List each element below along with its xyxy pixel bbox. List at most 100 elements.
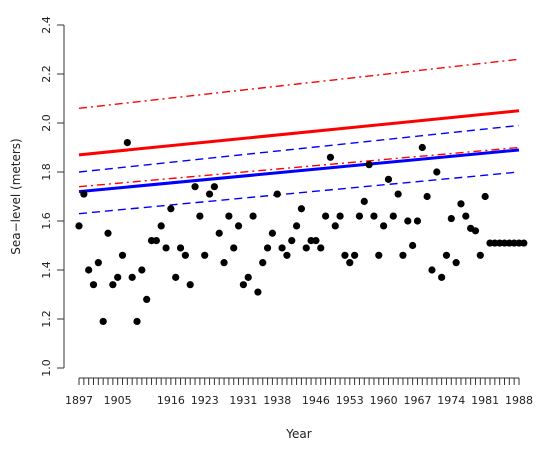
data-point <box>365 161 373 169</box>
fit-line-1 <box>78 58 520 109</box>
data-point <box>118 251 127 259</box>
data-point <box>152 237 160 245</box>
data-point <box>172 273 180 281</box>
data-point <box>210 183 218 191</box>
data-point <box>471 227 480 235</box>
fit-line-6 <box>78 171 520 215</box>
data-point <box>326 153 335 161</box>
data-point <box>138 266 146 274</box>
data-point <box>109 281 117 289</box>
data-point <box>292 222 301 230</box>
x-tick-label: 1953 <box>336 394 364 407</box>
data-point <box>462 212 470 220</box>
data-point <box>215 229 223 237</box>
fit-line-5 <box>78 148 520 194</box>
data-point <box>157 222 165 230</box>
data-point <box>176 244 185 252</box>
data-point <box>85 266 93 274</box>
data-point <box>123 139 131 147</box>
data-point <box>75 222 83 230</box>
data-point <box>205 190 214 198</box>
data-point <box>167 205 175 213</box>
x-tick-label: 1905 <box>104 394 132 407</box>
y-tick-label: 1.6 <box>40 212 53 230</box>
data-point <box>394 190 402 198</box>
data-point <box>375 251 383 259</box>
x-axis-title: Year <box>285 427 311 441</box>
data-point <box>423 192 431 201</box>
fit-line-4 <box>78 146 520 188</box>
y-tick-label: 2.4 <box>40 16 53 34</box>
data-point <box>312 237 320 245</box>
fit-lines <box>78 58 520 215</box>
data-point <box>128 273 136 281</box>
data-point <box>104 229 112 237</box>
data-point <box>355 212 364 220</box>
y-axis-title: Sea−level (meters) <box>9 138 23 254</box>
data-point <box>283 251 291 259</box>
data-point <box>288 237 296 245</box>
data-point <box>244 273 252 281</box>
data-point <box>94 259 102 267</box>
data-point <box>389 212 397 220</box>
fit-line-2 <box>78 109 520 157</box>
data-point <box>476 251 484 259</box>
data-point <box>254 288 262 296</box>
data-point <box>457 200 465 208</box>
data-point <box>133 317 141 326</box>
data-points <box>75 139 528 326</box>
data-point <box>351 251 359 259</box>
data-point <box>297 205 306 213</box>
axes <box>63 25 519 379</box>
x-tick-label: 1931 <box>229 394 257 407</box>
data-point <box>409 241 417 250</box>
data-point <box>428 266 436 274</box>
data-point <box>230 244 238 252</box>
y-tick-label: 1.2 <box>40 310 53 328</box>
y-tick-label: 2.2 <box>40 65 53 83</box>
x-tick-label: 1946 <box>302 394 330 407</box>
data-point <box>302 244 310 252</box>
x-tick-label: 1967 <box>403 394 431 407</box>
y-axis-ticks: 1.0 1.2 1.4 1.6 1.8 2.0 2.2 2.4 <box>40 16 64 377</box>
data-point <box>114 273 122 281</box>
data-point <box>225 212 233 220</box>
y-tick-label: 1.8 <box>40 163 53 181</box>
x-tick-label: 1923 <box>191 394 219 407</box>
data-point <box>234 222 243 230</box>
data-point <box>404 217 412 225</box>
data-point <box>452 259 460 267</box>
data-point <box>346 259 354 267</box>
data-point <box>99 317 107 326</box>
data-point <box>433 168 441 176</box>
y-tick-label: 2.0 <box>40 114 53 132</box>
data-point <box>239 281 247 289</box>
data-point <box>370 212 378 220</box>
data-point <box>341 251 349 259</box>
data-point <box>249 212 257 220</box>
data-point <box>273 190 281 198</box>
data-point <box>278 244 286 252</box>
data-point <box>481 192 489 201</box>
data-point <box>317 244 325 252</box>
data-point <box>418 143 426 152</box>
data-point <box>413 217 422 225</box>
x-tick-label: 1960 <box>370 394 398 407</box>
fit-line-3 <box>78 124 520 173</box>
data-point <box>268 229 277 237</box>
data-point <box>263 244 272 252</box>
data-point <box>336 212 344 220</box>
data-point <box>438 273 446 281</box>
data-point <box>191 183 199 191</box>
x-tick-label: 1916 <box>157 394 185 407</box>
data-point <box>186 281 194 289</box>
data-point <box>447 214 455 223</box>
y-tick-label: 1.0 <box>40 359 53 377</box>
data-point <box>259 259 267 267</box>
data-point <box>360 197 368 205</box>
data-point <box>220 259 228 267</box>
data-point <box>80 190 88 198</box>
data-point <box>321 212 330 220</box>
x-tick-label: 1981 <box>471 394 499 407</box>
